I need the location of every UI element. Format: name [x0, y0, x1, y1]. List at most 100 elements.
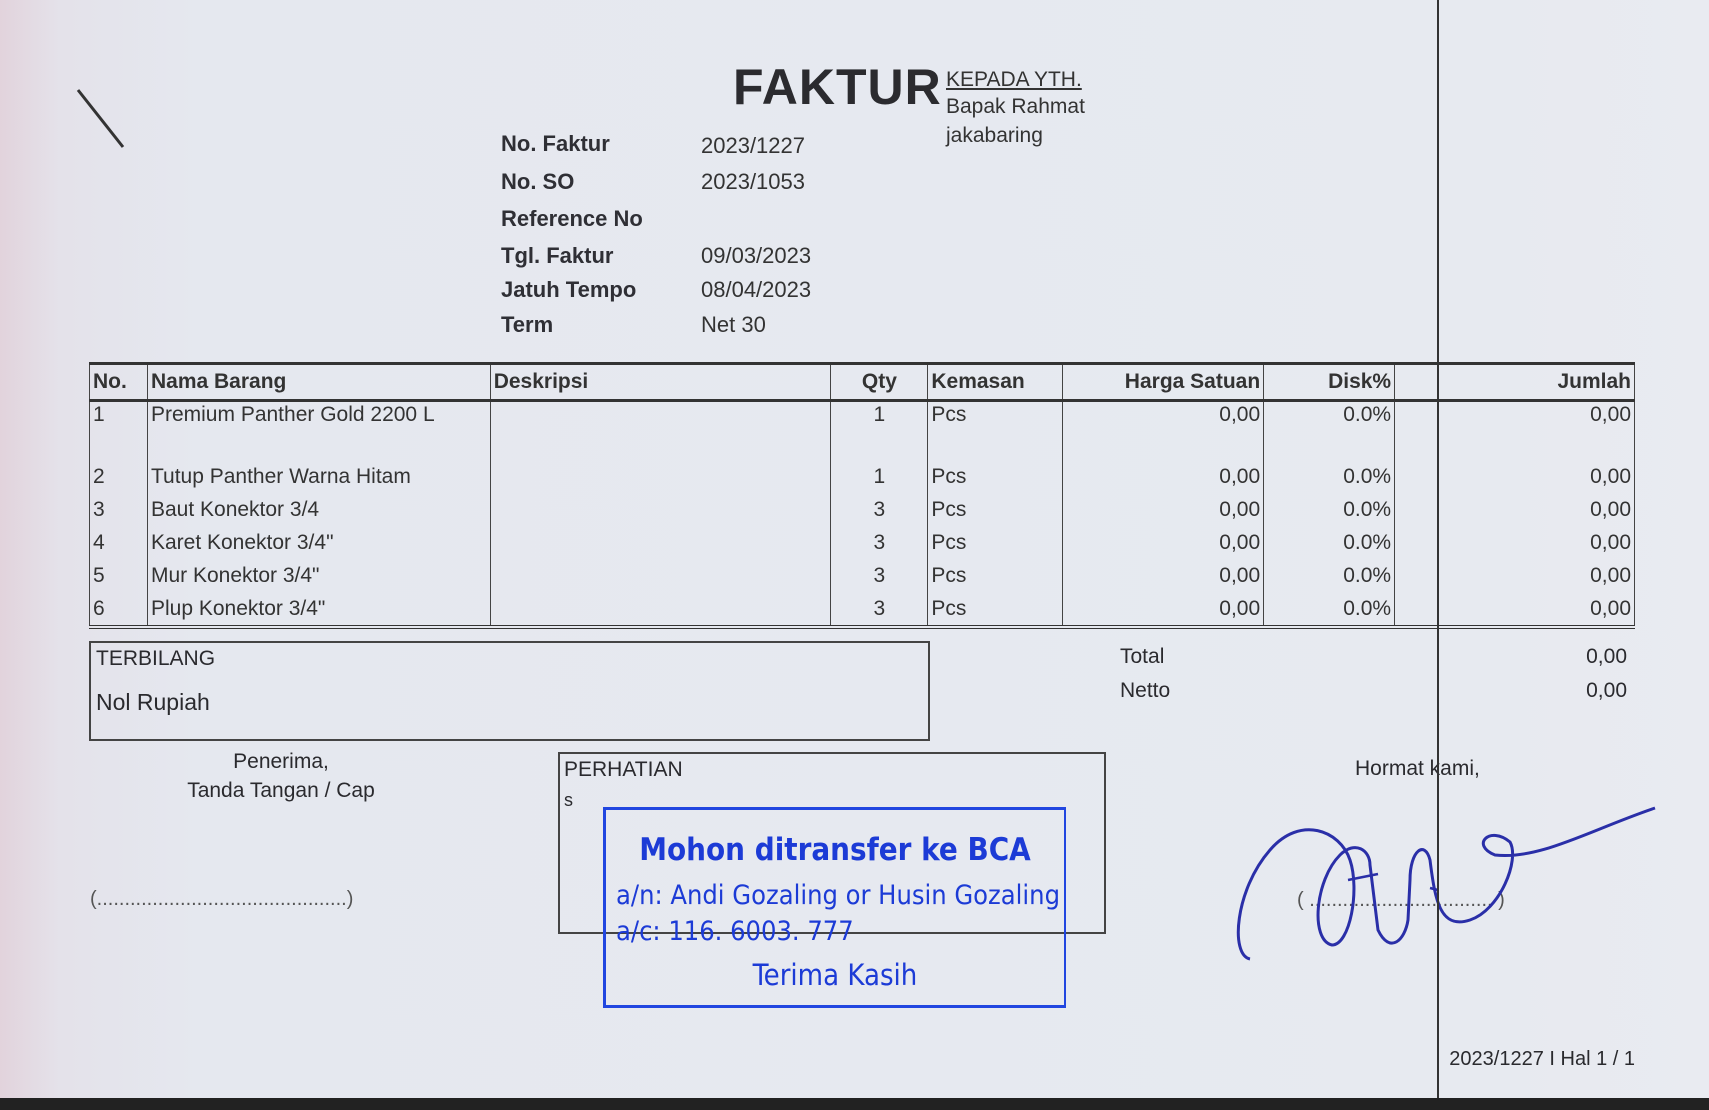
cell-qty: 1: [830, 400, 929, 460]
terbilang-label: TERBILANG: [96, 647, 216, 670]
cell-deskripsi: [489, 493, 832, 526]
items-table: No. Nama Barang Deskripsi Qty Kemasan Ha…: [89, 362, 1635, 629]
stamp-line-4: Terima Kasih: [752, 958, 918, 992]
sender-sign-line: ( ................................. ): [1297, 889, 1505, 911]
field-value: Net 30: [701, 312, 766, 337]
field-label: No. SO: [501, 169, 575, 194]
cell-no: 5: [89, 559, 148, 592]
perhatian-label: PERHATIAN: [564, 758, 683, 781]
cell-no: 6: [89, 592, 148, 629]
cell-deskripsi: [489, 559, 832, 592]
cell-harga: 0,00: [1062, 526, 1265, 559]
stamp-line-1: Mohon ditransfer ke BCA: [639, 832, 1031, 868]
cell-kemasan: Pcs: [927, 460, 1064, 493]
page-footer: 2023/1227 I Hal 1 / 1: [1449, 1048, 1635, 1070]
scan-edge: [0, 1098, 1709, 1110]
total-value: 0,00: [1586, 645, 1627, 668]
cell-deskripsi: [489, 400, 832, 460]
field-label: Reference No: [501, 206, 643, 231]
cell-harga: 0,00: [1062, 559, 1265, 592]
col-harga-satuan: Harga Satuan: [1062, 362, 1265, 402]
col-nama-barang: Nama Barang: [146, 362, 491, 402]
col-deskripsi: Deskripsi: [489, 362, 832, 402]
cell-disk: 0.0%: [1263, 493, 1396, 526]
pen-mark: [76, 89, 125, 148]
cell-harga: 0,00: [1062, 400, 1265, 460]
recipient-label: KEPADA YTH.: [946, 68, 1082, 91]
scan-crease-line: [1437, 0, 1439, 1100]
cell-no: 2: [89, 460, 148, 493]
cell-disk: 0.0%: [1263, 526, 1396, 559]
col-kemasan: Kemasan: [927, 362, 1064, 402]
col-qty: Qty: [830, 362, 929, 402]
field-value: 2023/1053: [701, 169, 805, 194]
table-row: 6 Plup Konektor 3/4" 3 Pcs 0,00 0.0% 0,00: [89, 592, 1635, 629]
cell-kemasan: Pcs: [927, 559, 1064, 592]
table-row: 3 Baut Konektor 3/4 3 Pcs 0,00 0.0% 0,00: [89, 493, 1635, 526]
terbilang-box: TERBILANG Nol Rupiah: [89, 641, 930, 741]
receiver-sign-line: (.......................................…: [90, 888, 354, 910]
field-label: Tgl. Faktur: [501, 243, 614, 268]
field-value: 08/04/2023: [701, 277, 812, 302]
netto-label: Netto: [1120, 679, 1171, 702]
table-row: 1 Premium Panther Gold 2200 L 1 Pcs 0,00 0.0%…: [89, 400, 1635, 460]
cell-no: 1: [89, 400, 148, 460]
cell-kemasan: Pcs: [927, 526, 1064, 559]
perhatian-box: PERHATIAN s: [558, 752, 1106, 934]
cell-jumlah: 0,00: [1394, 592, 1635, 629]
sender-label: Hormat kami,: [1355, 757, 1480, 780]
cell-nama: Mur Konektor 3/4": [146, 559, 491, 592]
table-row: 5 Mur Konektor 3/4" 3 Pcs 0,00 0.0% 0,00: [89, 559, 1635, 592]
terbilang-value: Nol Rupiah: [96, 689, 210, 715]
col-disk: Disk%: [1263, 362, 1396, 402]
field-label: No. Faktur: [501, 131, 610, 156]
stamp-line-2: a/n: Andi Gozaling or Husin Gozaling: [616, 880, 1060, 911]
cell-qty: 3: [830, 526, 929, 559]
cell-jumlah: 0,00: [1394, 400, 1635, 460]
perhatian-text: s: [564, 790, 573, 810]
cell-qty: 3: [830, 592, 929, 629]
recipient-name: Bapak Rahmat: [946, 95, 1085, 118]
table-header: No. Nama Barang Deskripsi Qty Kemasan Ha…: [89, 362, 1635, 402]
recipient-address: jakabaring: [946, 124, 1043, 147]
cell-kemasan: Pcs: [927, 592, 1064, 629]
cell-nama: Plup Konektor 3/4": [146, 592, 491, 629]
table-row: 2 Tutup Panther Warna Hitam 1 Pcs 0,00 0.0% 0,…: [89, 460, 1635, 493]
table-row: 4 Karet Konektor 3/4" 3 Pcs 0,00 0.0% 0,00: [89, 526, 1635, 559]
col-no: No.: [89, 362, 148, 402]
cell-kemasan: Pcs: [927, 493, 1064, 526]
field-value: 09/03/2023: [701, 243, 812, 268]
cell-deskripsi: [489, 592, 832, 629]
netto-value: 0,00: [1586, 679, 1627, 702]
cell-disk: 0.0%: [1263, 400, 1396, 460]
cell-harga: 0,00: [1062, 493, 1265, 526]
cell-no: 3: [89, 493, 148, 526]
cell-jumlah: 0,00: [1394, 460, 1635, 493]
cell-disk: 0.0%: [1263, 460, 1396, 493]
cell-qty: 3: [830, 493, 929, 526]
stamp-line-3: a/c: 116. 6003. 777: [616, 916, 854, 947]
cell-nama: Premium Panther Gold 2200 L: [146, 400, 491, 460]
cell-jumlah: 0,00: [1394, 526, 1635, 559]
cell-qty: 3: [830, 559, 929, 592]
cell-nama: Baut Konektor 3/4: [146, 493, 491, 526]
cell-no: 4: [89, 526, 148, 559]
cell-deskripsi: [489, 526, 832, 559]
total-label: Total: [1120, 645, 1165, 668]
cell-jumlah: 0,00: [1394, 559, 1635, 592]
document-title: FAKTUR: [733, 59, 942, 115]
cell-disk: 0.0%: [1263, 592, 1396, 629]
signature: [1236, 806, 1656, 961]
cell-nama: Tutup Panther Warna Hitam: [146, 460, 491, 493]
cell-harga: 0,00: [1062, 460, 1265, 493]
field-label: Jatuh Tempo: [501, 277, 637, 302]
col-jumlah: Jumlah: [1394, 362, 1635, 402]
cell-jumlah: 0,00: [1394, 493, 1635, 526]
cell-kemasan: Pcs: [927, 400, 1064, 460]
bank-transfer-stamp: Mohon ditransfer ke BCA a/n: Andi Gozali…: [603, 807, 1066, 1008]
field-label: Term: [501, 312, 554, 337]
cell-harga: 0,00: [1062, 592, 1265, 629]
receiver-label: Penerima,: [233, 750, 329, 773]
cell-nama: Karet Konektor 3/4": [146, 526, 491, 559]
cell-disk: 0.0%: [1263, 559, 1396, 592]
